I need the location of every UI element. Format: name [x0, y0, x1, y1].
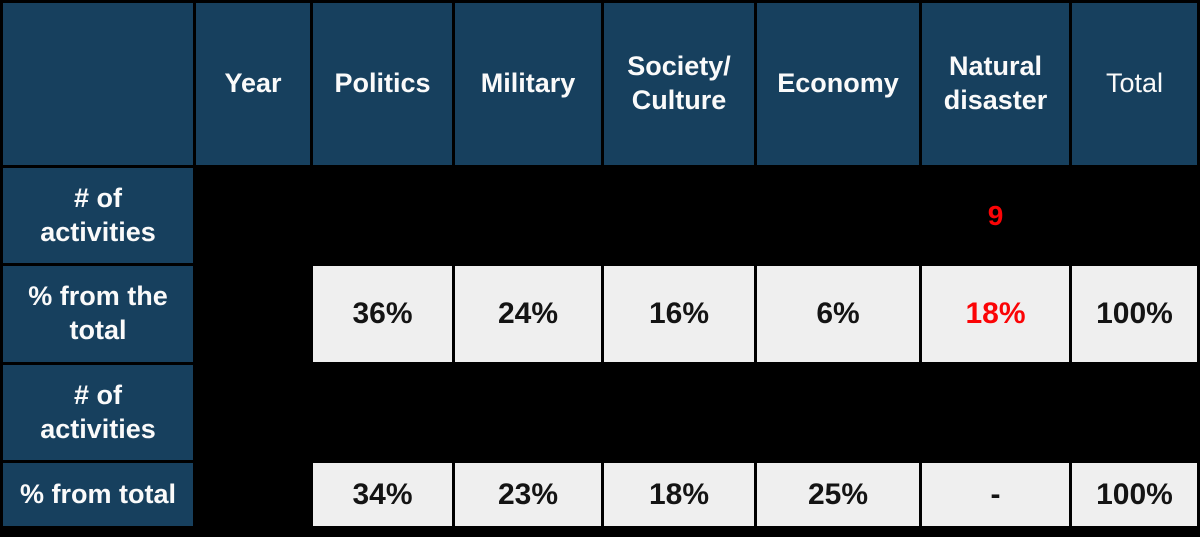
cell-r4-natural-disaster: - [922, 463, 1069, 526]
col-header-economy: Economy [757, 3, 919, 165]
cell-r1-military [455, 168, 601, 263]
cell-r3-economy [757, 365, 919, 460]
cell-r1-economy [757, 168, 919, 263]
cell-r2-politics: 36% [313, 266, 452, 362]
cell-r2-year [196, 266, 310, 362]
cell-r1-year [196, 168, 310, 263]
cell-r2-natural-disaster: 18% [922, 266, 1069, 362]
cell-r2-economy: 6% [757, 266, 919, 362]
row-label-num-activities-2: # of activities [3, 365, 193, 460]
cell-r1-total [1072, 168, 1197, 263]
col-header-society-culture: Society/ Culture [604, 3, 754, 165]
cell-r3-military [455, 365, 601, 460]
cell-r3-total [1072, 365, 1197, 460]
row-label-pct-from-total-1: % from the total [3, 266, 193, 362]
col-header-politics: Politics [313, 3, 452, 165]
cell-r3-politics [313, 365, 452, 460]
cell-r1-politics [313, 168, 452, 263]
col-header-year: Year [196, 3, 310, 165]
cell-r2-military: 24% [455, 266, 601, 362]
cell-r4-total: 100% [1072, 463, 1197, 526]
cell-r4-politics: 34% [313, 463, 452, 526]
cell-r4-economy: 25% [757, 463, 919, 526]
cell-r1-society [604, 168, 754, 263]
cell-r3-year [196, 365, 310, 460]
cell-r2-total: 100% [1072, 266, 1197, 362]
cell-r4-society: 18% [604, 463, 754, 526]
cell-r1-natural-disaster: 9 [922, 168, 1069, 263]
row-label-pct-from-total-2: % from total [3, 463, 193, 526]
cell-r2-society: 16% [604, 266, 754, 362]
col-header-total: Total [1072, 3, 1197, 165]
cell-r3-natural-disaster [922, 365, 1069, 460]
activities-table: Year Politics Military Society/ Culture … [3, 3, 1197, 526]
cell-r4-military: 23% [455, 463, 601, 526]
row-label-num-activities-1: # of activities [3, 168, 193, 263]
col-header-natural-disaster: Natural disaster [922, 3, 1069, 165]
corner-cell [3, 3, 193, 165]
cell-r4-year [196, 463, 310, 526]
cell-r3-society [604, 365, 754, 460]
col-header-military: Military [455, 3, 601, 165]
